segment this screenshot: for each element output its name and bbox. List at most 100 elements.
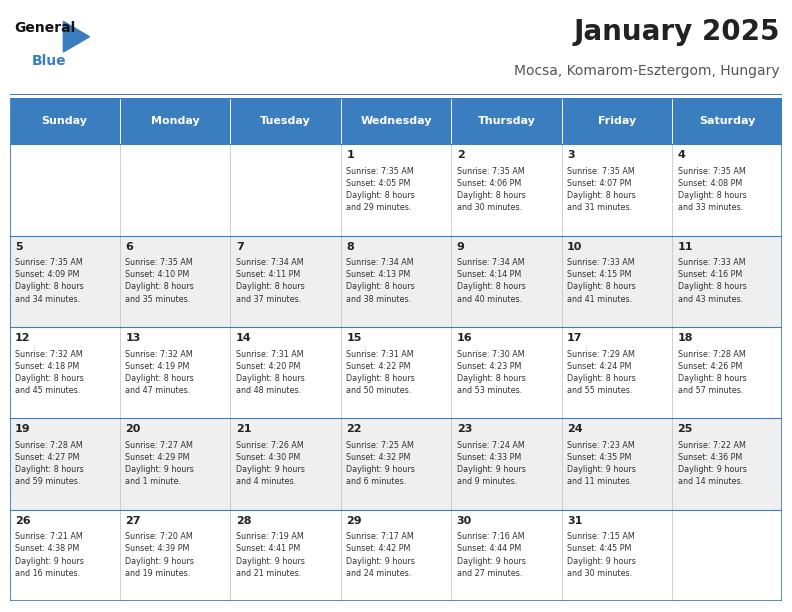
Bar — [10, 327, 120, 418]
Bar — [10, 418, 120, 510]
Text: Sunrise: 7:28 AM
Sunset: 4:26 PM
Daylight: 8 hours
and 57 minutes.: Sunrise: 7:28 AM Sunset: 4:26 PM Dayligh… — [678, 349, 746, 395]
Bar — [120, 98, 230, 144]
Bar — [341, 236, 451, 327]
Bar — [451, 327, 562, 418]
Text: Sunrise: 7:31 AM
Sunset: 4:22 PM
Daylight: 8 hours
and 50 minutes.: Sunrise: 7:31 AM Sunset: 4:22 PM Dayligh… — [346, 349, 415, 395]
Text: 10: 10 — [567, 242, 583, 252]
Bar — [341, 144, 451, 236]
Polygon shape — [63, 21, 89, 52]
Text: Sunrise: 7:26 AM
Sunset: 4:30 PM
Daylight: 9 hours
and 4 minutes.: Sunrise: 7:26 AM Sunset: 4:30 PM Dayligh… — [236, 441, 305, 487]
Text: Sunrise: 7:27 AM
Sunset: 4:29 PM
Daylight: 9 hours
and 1 minute.: Sunrise: 7:27 AM Sunset: 4:29 PM Dayligh… — [125, 441, 194, 487]
Text: Sunrise: 7:34 AM
Sunset: 4:11 PM
Daylight: 8 hours
and 37 minutes.: Sunrise: 7:34 AM Sunset: 4:11 PM Dayligh… — [236, 258, 305, 304]
Text: 1: 1 — [346, 150, 354, 160]
Bar — [562, 510, 672, 601]
Text: Sunrise: 7:22 AM
Sunset: 4:36 PM
Daylight: 9 hours
and 14 minutes.: Sunrise: 7:22 AM Sunset: 4:36 PM Dayligh… — [678, 441, 747, 487]
Text: Sunrise: 7:25 AM
Sunset: 4:32 PM
Daylight: 9 hours
and 6 minutes.: Sunrise: 7:25 AM Sunset: 4:32 PM Dayligh… — [346, 441, 415, 487]
Bar — [230, 510, 341, 601]
Text: 15: 15 — [346, 333, 362, 343]
Text: 7: 7 — [236, 242, 244, 252]
Text: Sunrise: 7:35 AM
Sunset: 4:08 PM
Daylight: 8 hours
and 33 minutes.: Sunrise: 7:35 AM Sunset: 4:08 PM Dayligh… — [678, 167, 746, 212]
Bar — [120, 327, 230, 418]
Text: 16: 16 — [457, 333, 472, 343]
Text: Sunrise: 7:15 AM
Sunset: 4:45 PM
Daylight: 9 hours
and 30 minutes.: Sunrise: 7:15 AM Sunset: 4:45 PM Dayligh… — [567, 532, 636, 578]
Text: 23: 23 — [457, 424, 472, 435]
Bar — [341, 98, 451, 144]
Text: 22: 22 — [346, 424, 362, 435]
Text: 30: 30 — [457, 516, 472, 526]
Text: Sunrise: 7:19 AM
Sunset: 4:41 PM
Daylight: 9 hours
and 21 minutes.: Sunrise: 7:19 AM Sunset: 4:41 PM Dayligh… — [236, 532, 305, 578]
Bar — [120, 236, 230, 327]
Text: Blue: Blue — [32, 54, 67, 68]
Bar — [562, 144, 672, 236]
Text: 20: 20 — [125, 424, 141, 435]
Text: 9: 9 — [457, 242, 465, 252]
Bar — [451, 418, 562, 510]
Text: Sunrise: 7:35 AM
Sunset: 4:06 PM
Daylight: 8 hours
and 30 minutes.: Sunrise: 7:35 AM Sunset: 4:06 PM Dayligh… — [457, 167, 525, 212]
Bar — [672, 98, 782, 144]
Bar — [120, 144, 230, 236]
Bar — [451, 144, 562, 236]
Bar — [10, 510, 120, 601]
Text: Sunrise: 7:32 AM
Sunset: 4:18 PM
Daylight: 8 hours
and 45 minutes.: Sunrise: 7:32 AM Sunset: 4:18 PM Dayligh… — [15, 349, 84, 395]
Text: Sunrise: 7:30 AM
Sunset: 4:23 PM
Daylight: 8 hours
and 53 minutes.: Sunrise: 7:30 AM Sunset: 4:23 PM Dayligh… — [457, 349, 525, 395]
Text: 11: 11 — [678, 242, 693, 252]
Text: 3: 3 — [567, 150, 575, 160]
Bar — [451, 510, 562, 601]
Text: Sunrise: 7:20 AM
Sunset: 4:39 PM
Daylight: 9 hours
and 19 minutes.: Sunrise: 7:20 AM Sunset: 4:39 PM Dayligh… — [125, 532, 194, 578]
Text: Sunrise: 7:33 AM
Sunset: 4:16 PM
Daylight: 8 hours
and 43 minutes.: Sunrise: 7:33 AM Sunset: 4:16 PM Dayligh… — [678, 258, 746, 304]
Text: Sunrise: 7:23 AM
Sunset: 4:35 PM
Daylight: 9 hours
and 11 minutes.: Sunrise: 7:23 AM Sunset: 4:35 PM Dayligh… — [567, 441, 636, 487]
Bar — [562, 236, 672, 327]
Text: Sunrise: 7:31 AM
Sunset: 4:20 PM
Daylight: 8 hours
and 48 minutes.: Sunrise: 7:31 AM Sunset: 4:20 PM Dayligh… — [236, 349, 305, 395]
Text: Sunrise: 7:16 AM
Sunset: 4:44 PM
Daylight: 9 hours
and 27 minutes.: Sunrise: 7:16 AM Sunset: 4:44 PM Dayligh… — [457, 532, 526, 578]
Text: 8: 8 — [346, 242, 354, 252]
Text: Sunrise: 7:35 AM
Sunset: 4:09 PM
Daylight: 8 hours
and 34 minutes.: Sunrise: 7:35 AM Sunset: 4:09 PM Dayligh… — [15, 258, 84, 304]
Bar — [672, 236, 782, 327]
Text: Saturday: Saturday — [699, 116, 756, 126]
Text: Sunrise: 7:32 AM
Sunset: 4:19 PM
Daylight: 8 hours
and 47 minutes.: Sunrise: 7:32 AM Sunset: 4:19 PM Dayligh… — [125, 349, 194, 395]
Bar — [120, 510, 230, 601]
Bar — [10, 236, 120, 327]
Text: 6: 6 — [125, 242, 133, 252]
Bar — [451, 236, 562, 327]
Text: Sunrise: 7:34 AM
Sunset: 4:14 PM
Daylight: 8 hours
and 40 minutes.: Sunrise: 7:34 AM Sunset: 4:14 PM Dayligh… — [457, 258, 525, 304]
Text: 31: 31 — [567, 516, 583, 526]
Bar — [230, 327, 341, 418]
Text: 27: 27 — [125, 516, 141, 526]
Text: Sunrise: 7:35 AM
Sunset: 4:07 PM
Daylight: 8 hours
and 31 minutes.: Sunrise: 7:35 AM Sunset: 4:07 PM Dayligh… — [567, 167, 636, 212]
Bar — [10, 144, 120, 236]
Text: Tuesday: Tuesday — [261, 116, 311, 126]
Text: 28: 28 — [236, 516, 251, 526]
Bar — [230, 418, 341, 510]
Bar — [672, 418, 782, 510]
Text: 21: 21 — [236, 424, 251, 435]
Text: General: General — [14, 21, 75, 35]
Bar — [341, 510, 451, 601]
Text: 29: 29 — [346, 516, 362, 526]
Text: Sunrise: 7:17 AM
Sunset: 4:42 PM
Daylight: 9 hours
and 24 minutes.: Sunrise: 7:17 AM Sunset: 4:42 PM Dayligh… — [346, 532, 415, 578]
Bar — [120, 418, 230, 510]
Bar — [10, 98, 120, 144]
Text: Wednesday: Wednesday — [360, 116, 432, 126]
Text: Sunrise: 7:28 AM
Sunset: 4:27 PM
Daylight: 8 hours
and 59 minutes.: Sunrise: 7:28 AM Sunset: 4:27 PM Dayligh… — [15, 441, 84, 487]
Bar — [230, 236, 341, 327]
Text: Sunrise: 7:33 AM
Sunset: 4:15 PM
Daylight: 8 hours
and 41 minutes.: Sunrise: 7:33 AM Sunset: 4:15 PM Dayligh… — [567, 258, 636, 304]
Text: 18: 18 — [678, 333, 693, 343]
Text: Sunrise: 7:35 AM
Sunset: 4:10 PM
Daylight: 8 hours
and 35 minutes.: Sunrise: 7:35 AM Sunset: 4:10 PM Dayligh… — [125, 258, 194, 304]
Text: 5: 5 — [15, 242, 23, 252]
Text: Sunrise: 7:34 AM
Sunset: 4:13 PM
Daylight: 8 hours
and 38 minutes.: Sunrise: 7:34 AM Sunset: 4:13 PM Dayligh… — [346, 258, 415, 304]
Text: Sunrise: 7:21 AM
Sunset: 4:38 PM
Daylight: 9 hours
and 16 minutes.: Sunrise: 7:21 AM Sunset: 4:38 PM Dayligh… — [15, 532, 84, 578]
Bar — [230, 144, 341, 236]
Bar — [341, 418, 451, 510]
Text: Sunrise: 7:29 AM
Sunset: 4:24 PM
Daylight: 8 hours
and 55 minutes.: Sunrise: 7:29 AM Sunset: 4:24 PM Dayligh… — [567, 349, 636, 395]
Text: 25: 25 — [678, 424, 693, 435]
Text: 14: 14 — [236, 333, 252, 343]
Bar — [562, 418, 672, 510]
Bar — [562, 327, 672, 418]
Text: 12: 12 — [15, 333, 31, 343]
Text: 13: 13 — [125, 333, 141, 343]
Text: 19: 19 — [15, 424, 31, 435]
Text: 17: 17 — [567, 333, 583, 343]
Text: 2: 2 — [457, 150, 464, 160]
Text: Monday: Monday — [150, 116, 200, 126]
Text: Sunrise: 7:24 AM
Sunset: 4:33 PM
Daylight: 9 hours
and 9 minutes.: Sunrise: 7:24 AM Sunset: 4:33 PM Dayligh… — [457, 441, 526, 487]
